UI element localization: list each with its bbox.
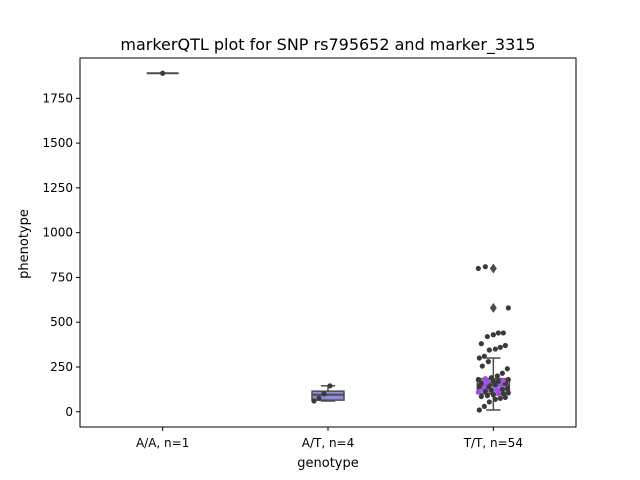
y-tick-label: 500 [50, 315, 73, 329]
data-point [494, 387, 500, 393]
x-tick-label: T/T, n=54 [463, 436, 523, 450]
data-point [478, 393, 484, 400]
data-point [476, 407, 482, 413]
data-point [476, 355, 482, 361]
data-point [482, 388, 488, 394]
data-point [160, 70, 166, 76]
axes: 0 250 500 750 1000 1250 1500 1750 A/A, n=1 A/T, n… [42, 57, 577, 450]
outlier-marker [489, 302, 497, 313]
data-point [475, 376, 481, 383]
data-point [482, 264, 488, 270]
y-tick-label: 1250 [42, 181, 73, 195]
data-point [504, 366, 510, 372]
data-point [505, 376, 511, 383]
data-point [327, 383, 333, 389]
chart-title: markerQTL plot for SNP rs795652 and mark… [120, 35, 535, 55]
data-point [497, 344, 503, 350]
outlier-marker [489, 263, 497, 274]
y-axis-label: phenotype [17, 209, 32, 279]
data-point [478, 380, 484, 386]
data-point [497, 395, 503, 401]
data-point [500, 377, 506, 384]
data-point [475, 389, 481, 395]
data-point [500, 391, 506, 397]
data-point [492, 396, 498, 402]
data-point [485, 359, 491, 365]
y-tick-label: 250 [50, 360, 73, 374]
y-tick-label: 750 [50, 270, 73, 284]
data-point [486, 399, 492, 405]
data-point [478, 341, 484, 347]
data-point [492, 346, 498, 352]
data-point [488, 375, 494, 381]
data-point [488, 387, 494, 393]
data-point [479, 363, 485, 369]
plot-area [146, 70, 511, 413]
data-point [311, 398, 317, 404]
data-point [475, 265, 481, 272]
data-point [490, 392, 496, 398]
x-axis-label: genotype [297, 456, 358, 471]
data-point [484, 333, 490, 340]
data-point [482, 376, 488, 382]
data-point [505, 305, 511, 311]
y-tick-label: 1500 [42, 136, 73, 150]
y-tick-label: 1750 [42, 91, 73, 105]
data-point [500, 330, 506, 336]
data-point [486, 347, 492, 353]
data-point [505, 390, 511, 396]
data-point [495, 378, 501, 384]
data-point [490, 332, 496, 338]
data-point [499, 370, 505, 376]
data-point [502, 342, 508, 349]
y-tick-label: 0 [65, 405, 73, 419]
x-tick-label: A/A, n=1 [136, 436, 189, 450]
data-point [495, 330, 501, 336]
data-point [481, 353, 487, 359]
x-tick-label: A/T, n=4 [302, 436, 355, 450]
data-point [499, 386, 505, 392]
data-point [504, 385, 510, 392]
y-tick-label: 1000 [42, 226, 73, 240]
data-point [481, 403, 487, 410]
data-point [494, 373, 500, 379]
data-point [316, 395, 322, 401]
data-point [484, 393, 490, 399]
data-point [321, 391, 327, 397]
